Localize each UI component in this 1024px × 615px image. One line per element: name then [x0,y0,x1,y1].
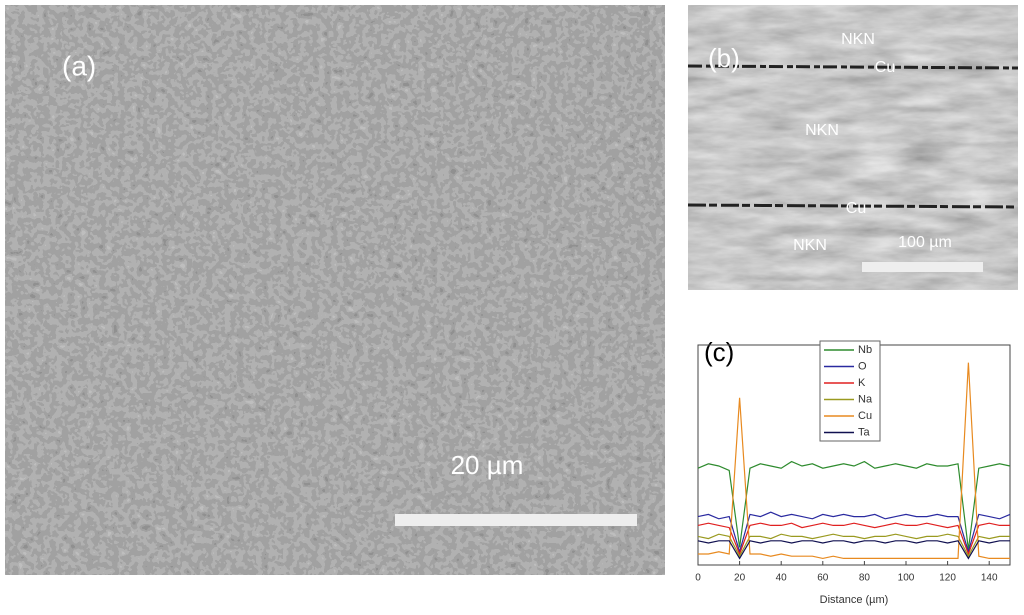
series-line [697,522,1010,556]
legend-label: O [858,360,867,372]
x-tick-label: 60 [817,573,829,584]
x-tick-label: 80 [859,573,871,584]
series-line [697,511,1011,554]
x-tick-label: 100 [898,573,915,584]
legend-label: Na [858,393,873,405]
panel-b: (b) NKN Cu NKN Cu NKN 100 µm [687,5,1019,290]
panel-label: (a) [62,50,96,81]
x-tick-label: 140 [981,573,998,584]
series-line [697,540,1010,560]
region-label: Cu [875,59,895,76]
x-tick-label: 120 [939,573,956,584]
cu-layer [687,203,1019,209]
region-label: NKN [841,31,875,48]
panel-label: (b) [708,43,740,73]
scale-bar-label: 100 µm [898,234,952,251]
scale-bar-label: 20 µm [451,450,524,480]
cu-layer [687,64,1019,70]
legend-label: Nb [858,344,872,356]
panel-c: (c) Distance (µm) 0 20 40 60 80 100 120 140 Nb OK… [695,337,1011,606]
x-tick-label: 40 [776,573,788,584]
region-label: NKN [805,122,839,139]
legend-label: Cu [858,410,872,422]
legend-box [819,340,881,442]
x-tick-label: 0 [695,573,701,584]
series-line [697,460,1011,550]
panel-label: (c) [704,337,734,367]
sem-image-a [5,5,665,575]
panel-a: (a) 20 µm [5,5,665,575]
region-label: Cu [846,200,866,217]
series-line [697,533,1010,558]
scale-bar [862,262,983,272]
sem-image-b [688,5,1018,290]
x-tick-label: 20 [734,573,746,584]
x-axis-label: Distance (µm) [820,594,889,606]
scale-bar [395,514,637,526]
series-line [698,362,1010,560]
legend-label: K [858,377,866,389]
legend-label: Ta [858,426,871,438]
region-label: NKN [793,237,827,254]
